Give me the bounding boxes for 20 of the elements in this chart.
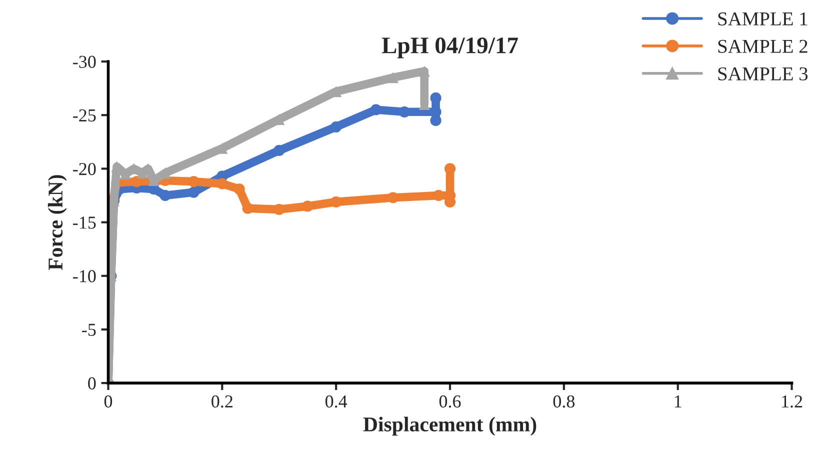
legend-label: SAMPLE 2 bbox=[718, 40, 808, 53]
x-tick-label: 1 bbox=[674, 395, 682, 408]
x-tick-label: 1.2 bbox=[782, 395, 802, 408]
y-tick-label: -5 bbox=[82, 324, 96, 336]
x-tick-label: 0.2 bbox=[212, 395, 232, 408]
y-tick-label: 0 bbox=[88, 377, 96, 390]
y-tick-label: -30 bbox=[73, 56, 96, 68]
y-tick-label: -25 bbox=[73, 109, 96, 122]
y-axis-title: Force (kN) bbox=[48, 175, 67, 270]
y-tick-label: -10 bbox=[73, 270, 96, 282]
x-tick-label: 0.6 bbox=[439, 395, 461, 408]
x-axis-title: Displacement (mm) bbox=[363, 416, 536, 436]
x-tick-label: 0 bbox=[104, 395, 112, 408]
x-tick-label: 0.8 bbox=[553, 395, 575, 408]
legend-label: SAMPLE 3 bbox=[718, 67, 808, 80]
chart-title: LpH 04/19/17 bbox=[382, 37, 518, 58]
x-tick-label: 0.4 bbox=[325, 395, 348, 408]
legend-label: SAMPLE 1 bbox=[718, 12, 808, 26]
y-tick-label: -15 bbox=[73, 216, 96, 229]
y-tick-label: -20 bbox=[73, 162, 96, 176]
